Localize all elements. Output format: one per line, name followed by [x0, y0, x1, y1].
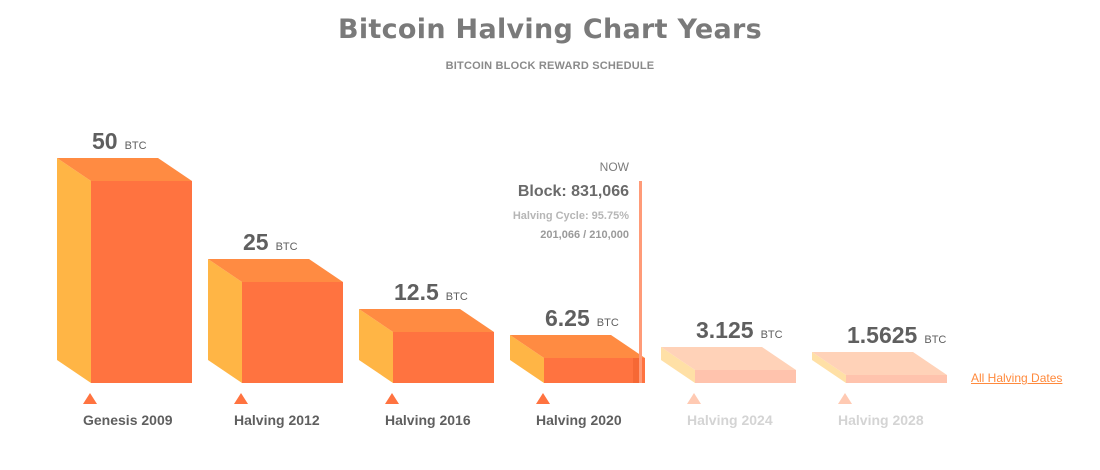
x-axis-category-label: Halving 2016 — [385, 412, 471, 428]
all-halving-dates-link[interactable]: All Halving Dates — [971, 371, 1063, 385]
bar-top-face — [812, 352, 947, 375]
bar-top-face — [510, 335, 645, 358]
future-halving-marker-icon — [687, 393, 701, 404]
x-axis-category-label: Halving 2012 — [234, 412, 320, 428]
current-block: Block: 831,066 — [518, 183, 629, 200]
bar — [91, 181, 192, 383]
halving-marker-icon — [83, 393, 97, 404]
bar-top-face — [359, 309, 494, 332]
bar-value-label: 1.5625 BTC — [847, 322, 946, 348]
bar-top-face — [57, 158, 192, 181]
bar-top-face — [208, 259, 343, 282]
halving-cycle-blocks: 201,066 / 210,000 — [540, 229, 629, 241]
halving-marker-icon — [385, 393, 399, 404]
halving-cycle-percent: Halving Cycle: 95.75% — [513, 210, 629, 222]
bar-side-face — [661, 347, 695, 383]
bar — [695, 370, 796, 383]
bar-value-label: 50 BTC — [92, 128, 147, 154]
bar-side-face — [359, 309, 393, 383]
x-axis-category-label: Genesis 2009 — [83, 412, 173, 428]
page-title: Bitcoin Halving Chart Years — [337, 14, 763, 45]
bar — [544, 358, 645, 383]
bar — [846, 375, 947, 383]
bar — [393, 332, 494, 383]
halving-marker-icon — [536, 393, 550, 404]
bar-side-face — [208, 259, 242, 383]
now-label: NOW — [600, 160, 630, 174]
bar-value-label: 25 BTC — [243, 229, 298, 255]
halving-marker-icon — [234, 393, 248, 404]
bar-value-label: 3.125 BTC — [696, 317, 783, 343]
now-progress-edge — [633, 358, 639, 383]
bar-side-face — [57, 158, 91, 383]
bar-top-face — [661, 347, 796, 370]
bar-side-face — [510, 335, 544, 383]
page-subtitle: BITCOIN BLOCK REWARD SCHEDULE — [445, 60, 655, 72]
x-axis-category-label: Halving 2024 — [687, 412, 773, 428]
bar-value-label: 12.5 BTC — [394, 279, 468, 305]
bar-value-label: 6.25 BTC — [545, 305, 619, 331]
now-indicator-line — [639, 181, 642, 383]
bar — [242, 282, 343, 383]
x-axis-category-label: Halving 2028 — [838, 412, 924, 428]
future-halving-marker-icon — [838, 393, 852, 404]
x-axis-category-label: Halving 2020 — [536, 412, 622, 428]
bar-side-face — [812, 352, 846, 383]
